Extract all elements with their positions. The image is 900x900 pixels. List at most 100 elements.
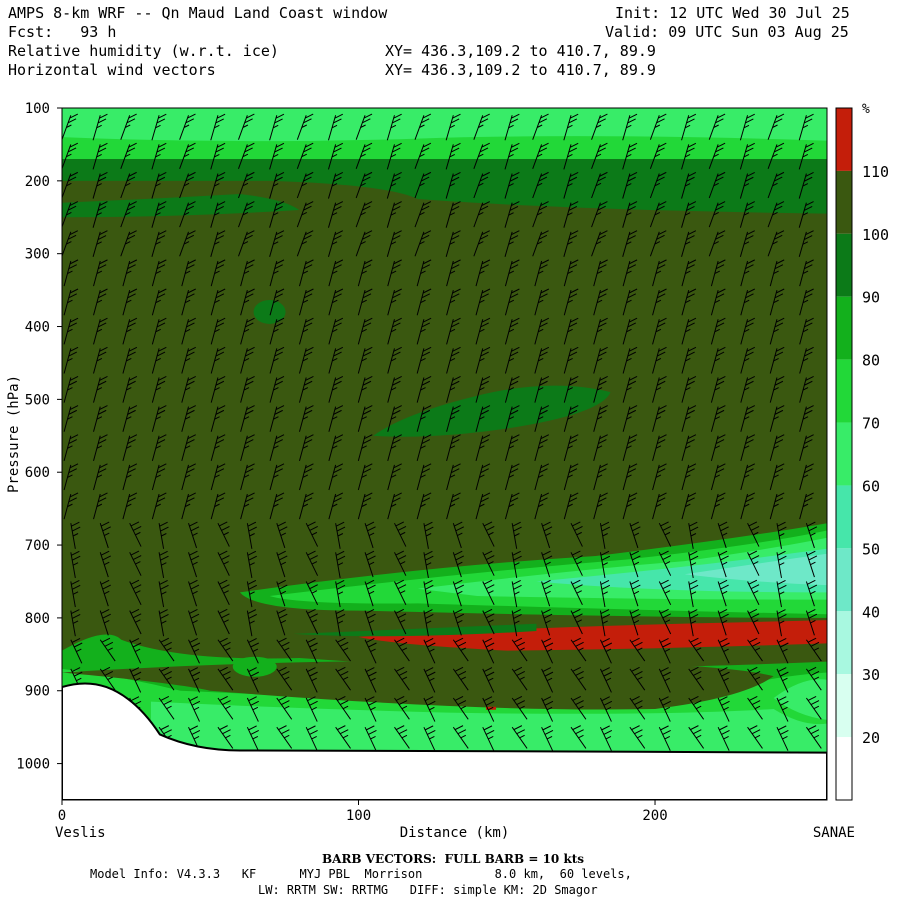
wind-barb: [328, 259, 344, 287]
wind-barb: [210, 230, 226, 257]
wind-barb: [416, 375, 432, 403]
wind-barb: [681, 317, 697, 345]
wind-barb: [769, 463, 785, 491]
wind-barb: [416, 434, 432, 462]
wind-barb: [387, 346, 402, 374]
wind-barb: [238, 142, 255, 170]
wind-barb: [599, 696, 613, 722]
wind-barb: [355, 201, 373, 228]
terrain: [62, 682, 827, 800]
wind-barb: [534, 463, 550, 491]
wind-barb: [622, 317, 638, 345]
patch-400: [253, 299, 286, 324]
wind-barb: [181, 288, 196, 316]
wind-barb: [652, 405, 667, 432]
wind-barb: [151, 142, 167, 170]
wind-barb: [769, 405, 785, 432]
near-surface-70: [150, 701, 827, 757]
wind-barb: [328, 463, 344, 491]
colorbar-swatch: [836, 296, 852, 360]
wind-barb: [717, 667, 730, 693]
wind-barb: [591, 171, 608, 199]
wind-barb: [593, 259, 608, 287]
wind-barb: [210, 142, 226, 170]
wind-barb: [452, 696, 469, 720]
wind-barb: [534, 288, 550, 316]
wind-barb: [747, 637, 763, 662]
wind-barb: [563, 113, 579, 141]
wind-barb: [681, 375, 697, 403]
y-tick-label: 600: [25, 465, 50, 481]
wind-barb: [238, 201, 255, 228]
wind-barb: [504, 259, 520, 287]
wind-barb: [355, 142, 373, 170]
wind-barb: [188, 521, 200, 549]
wind-barb: [649, 201, 667, 228]
wind-barb: [629, 637, 646, 662]
wind-barb: [416, 492, 432, 520]
wind-barb: [739, 142, 755, 170]
wind-barb: [710, 346, 726, 374]
wind-barb: [541, 638, 554, 664]
barb-note: BARB VECTORS: FULL BARB = 10 kts: [322, 852, 585, 866]
wind-barb: [394, 696, 410, 720]
wind-barb: [158, 666, 175, 691]
upper-dark-lobe: [62, 193, 300, 218]
wind-barb: [335, 521, 346, 549]
wind-barb: [151, 113, 167, 141]
wind-barb: [246, 667, 259, 693]
wind-barb: [357, 434, 373, 462]
wind-barb: [210, 492, 226, 520]
wind-barb: [681, 405, 697, 432]
wind-barb: [92, 142, 108, 170]
wind-barb: [357, 346, 373, 374]
wind-barb: [416, 317, 432, 345]
x-tick-label: 100: [346, 808, 371, 824]
wind-barb: [240, 405, 255, 432]
colorbar-label: 80: [862, 352, 880, 370]
wind-barb: [364, 550, 376, 578]
wind-barb: [747, 666, 763, 691]
wind-barb: [767, 171, 785, 199]
wind-barb: [387, 375, 402, 403]
wind-barb: [151, 492, 167, 520]
wind-barb: [99, 666, 116, 691]
wind-barb: [591, 113, 608, 140]
y-tick-label: 100: [25, 101, 50, 117]
wind-barb: [740, 259, 756, 287]
wind-barb: [681, 201, 697, 228]
wind-barb: [387, 463, 402, 491]
wind-barb: [799, 375, 814, 403]
wind-barb: [63, 405, 79, 432]
plot-frame: [61, 107, 828, 801]
wind-barb: [120, 142, 137, 170]
wind-barb: [473, 142, 490, 170]
wind-barb: [504, 113, 520, 141]
wind-barb: [240, 434, 255, 462]
wind-barb: [355, 230, 373, 257]
wind-barb: [622, 375, 638, 403]
wind-barb: [269, 317, 285, 345]
wind-barb: [445, 113, 461, 141]
wind-barb: [629, 696, 646, 720]
wind-barb: [532, 201, 549, 228]
xy-range-2: XY= 436.3,109.2 to 410.7, 89.9: [385, 61, 656, 79]
wind-barb: [63, 346, 79, 374]
wind-barb: [541, 725, 554, 751]
wind-barb: [92, 201, 108, 228]
wind-barb: [246, 550, 257, 579]
wind-barb: [387, 492, 402, 520]
wind-barb: [70, 579, 81, 608]
wind-barb: [423, 667, 436, 693]
wind-barb: [769, 492, 785, 520]
wind-barb: [210, 317, 226, 345]
wind-barb: [179, 113, 196, 140]
wind-barb: [423, 725, 436, 751]
wind-barb: [511, 609, 522, 637]
wind-barb: [534, 259, 550, 287]
wind-barb: [240, 288, 255, 316]
wind-barb: [70, 609, 81, 637]
wind-barb: [357, 288, 373, 316]
wind-barb: [210, 346, 226, 374]
wind-barb: [179, 201, 196, 228]
